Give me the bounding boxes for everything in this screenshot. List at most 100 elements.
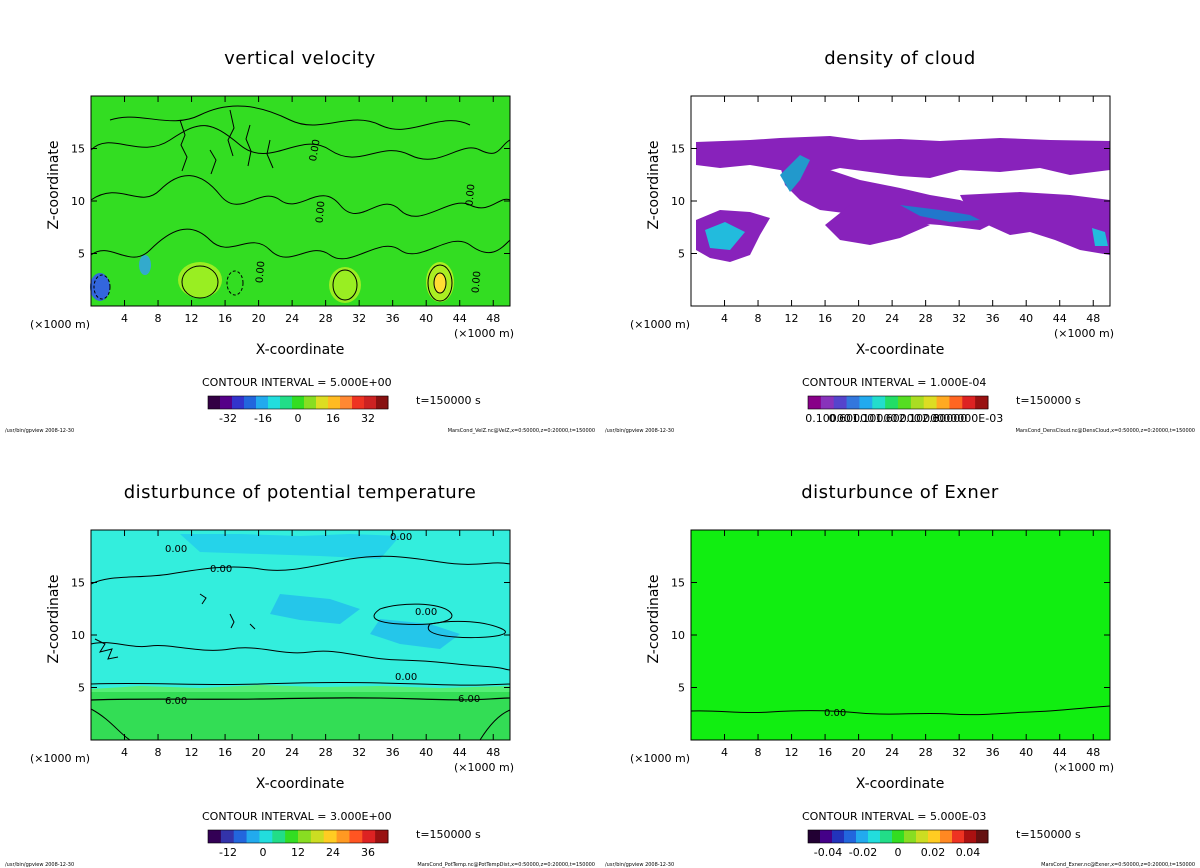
lower-region xyxy=(91,685,510,692)
colorbar: -0.04 -0.02 0 0.02 0.04 xyxy=(807,829,989,859)
x-unit-left: (×1000 m) xyxy=(30,318,91,331)
x-tick-label: 16 xyxy=(218,746,232,759)
colorbar-cell xyxy=(208,830,222,843)
y-ticks: 5 10 15 xyxy=(71,577,510,695)
y-axis-label: Z-coordinate xyxy=(646,574,662,664)
footer-right: MarsCond_PotTemp.nc@PotTempDist,x=0:5000… xyxy=(417,862,595,868)
colorbar-cell xyxy=(340,396,353,409)
contour-line xyxy=(90,228,511,260)
colorbar-cell xyxy=(316,396,329,409)
cool-patch xyxy=(370,619,460,649)
colorbar-cell xyxy=(923,396,938,409)
colorbar-frame xyxy=(207,395,389,410)
contour-line xyxy=(90,125,511,160)
colorbar: -12 0 12 24 36 xyxy=(207,829,389,859)
colorbar-cell xyxy=(256,396,269,409)
colorbar-cell xyxy=(246,830,260,843)
contour-label: 0.00 xyxy=(308,138,323,162)
contour-ring xyxy=(433,272,447,294)
x-tick-label: 12 xyxy=(785,312,799,325)
colorbar-cell xyxy=(259,830,273,843)
x-tick-label: 48 xyxy=(486,746,500,759)
y-tick-label: 10 xyxy=(671,629,685,642)
footer-left: /usr/bin/gpview 2008-12-30 xyxy=(605,862,675,868)
colorbar-cell xyxy=(272,830,286,843)
x-unit-left: (×1000 m) xyxy=(630,752,691,765)
contour-line xyxy=(90,175,511,217)
colorbar-cell xyxy=(962,396,976,409)
colorbar-label: 0.04 xyxy=(956,846,981,859)
colorbar-label: 3.00000E-03 xyxy=(933,412,1003,425)
colorbar-cell xyxy=(898,396,912,409)
chart-svg: 0.00 0.00 0.00 0.00 0.00 6.00 6.00 4 8 12 1… xyxy=(71,529,511,859)
x-tick-label: 32 xyxy=(952,746,966,759)
x-unit-left: (×1000 m) xyxy=(30,752,91,765)
colorbar-label: 0 xyxy=(895,846,902,859)
x-tick-label: 4 xyxy=(121,746,128,759)
panel-density-of-cloud: density of cloud 4 8 12 16 20 24 28 32 36 40 44 48 … xyxy=(600,0,1200,434)
footer-left: /usr/bin/gpview 2008-12-30 xyxy=(5,428,75,434)
dense-cloud xyxy=(780,155,810,192)
colorbar-cell xyxy=(832,830,845,843)
x-tick-label: 4 xyxy=(721,746,728,759)
contour-label: 0.00 xyxy=(415,607,437,618)
contour-label: 0.00 xyxy=(254,261,267,284)
x-tick-label: 24 xyxy=(885,312,899,325)
contour-ring xyxy=(332,269,358,301)
colorbar-cell xyxy=(375,830,389,843)
y-tick-label: 10 xyxy=(671,195,685,208)
y-ticks: 5 10 15 xyxy=(671,577,1110,695)
colorbar-cell xyxy=(916,830,929,843)
x-tick-label: 20 xyxy=(852,746,866,759)
contour-interval: CONTOUR INTERVAL = 5.000E-03 xyxy=(802,810,987,823)
x-tick-label: 12 xyxy=(185,312,199,325)
updraft-blob xyxy=(329,267,361,303)
colorbar-label: -0.02 xyxy=(849,846,877,859)
contour-label: 0.00 xyxy=(314,201,327,224)
contour-ring xyxy=(181,265,219,299)
colorbar-cell xyxy=(362,830,376,843)
x-tick-label: 24 xyxy=(885,746,899,759)
colorbar-cell xyxy=(328,396,341,409)
chart-title: vertical velocity xyxy=(224,48,376,69)
colorbar-cell xyxy=(904,830,917,843)
colorbar-cell xyxy=(885,396,899,409)
colorbar-cell xyxy=(872,396,886,409)
x-tick-label: 8 xyxy=(755,746,762,759)
chart-title: disturbunce of potential temperature xyxy=(123,482,477,503)
x-tick-label: 20 xyxy=(252,746,266,759)
x-tick-label: 48 xyxy=(1086,746,1100,759)
colorbar: 0.100000.600001.100001.600002.100002.600… xyxy=(805,395,1003,425)
colorbar-frame xyxy=(807,829,989,844)
colorbar-cell xyxy=(304,396,317,409)
footer-right: MarsCond_Exner.nc@Exner,x=0:50000,z=0:20… xyxy=(1041,862,1195,868)
y-axis-label: Z-coordinate xyxy=(646,140,662,230)
contour-cluster xyxy=(94,593,256,660)
y-tick-label: 5 xyxy=(678,682,685,695)
colorbar-label: -0.04 xyxy=(814,846,842,859)
x-tick-label: 24 xyxy=(285,746,299,759)
x-tick-label: 8 xyxy=(755,312,762,325)
x-unit-right: (×1000 m) xyxy=(1054,761,1115,774)
x-tick-label: 8 xyxy=(155,746,162,759)
panel-vertical-velocity: vertical velocity 0.00 0.00 0.00 0.00 0.… xyxy=(0,0,600,434)
x-tick-label: 16 xyxy=(818,312,832,325)
colorbar-cell xyxy=(940,830,953,843)
x-unit-right: (×1000 m) xyxy=(1054,327,1115,340)
colorbar-cell xyxy=(880,830,893,843)
x-tick-label: 16 xyxy=(818,746,832,759)
x-tick-label: 44 xyxy=(453,312,467,325)
cloud-region xyxy=(825,205,930,245)
y-tick-label: 15 xyxy=(71,143,85,156)
panel-exner: disturbunce of Exner 0.00 4 8 12 16 20 24 28 32… xyxy=(600,434,1200,868)
x-tick-label: 36 xyxy=(386,312,400,325)
dense-cloud xyxy=(705,222,745,250)
x-tick-label: 28 xyxy=(319,312,333,325)
colorbar-cell xyxy=(976,830,989,843)
colorbar-cell xyxy=(233,830,248,843)
colorbar-cell xyxy=(846,396,860,409)
updraft-core xyxy=(434,273,446,293)
colorbar-cell xyxy=(280,396,293,409)
colorbar-cell xyxy=(244,396,257,409)
colorbar-cell xyxy=(285,830,299,843)
